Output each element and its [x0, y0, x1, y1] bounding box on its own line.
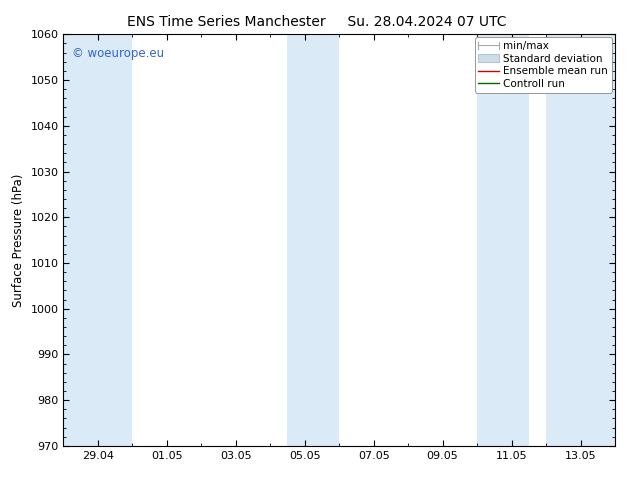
Y-axis label: Surface Pressure (hPa): Surface Pressure (hPa) — [12, 173, 25, 307]
Legend: min/max, Standard deviation, Ensemble mean run, Controll run: min/max, Standard deviation, Ensemble me… — [475, 37, 612, 93]
Bar — [63, 34, 133, 446]
Text: ENS Time Series Manchester     Su. 28.04.2024 07 UTC: ENS Time Series Manchester Su. 28.04.202… — [127, 15, 507, 29]
Bar — [477, 34, 529, 446]
Bar — [287, 34, 339, 446]
Bar — [546, 34, 615, 446]
Text: © woeurope.eu: © woeurope.eu — [72, 47, 164, 60]
